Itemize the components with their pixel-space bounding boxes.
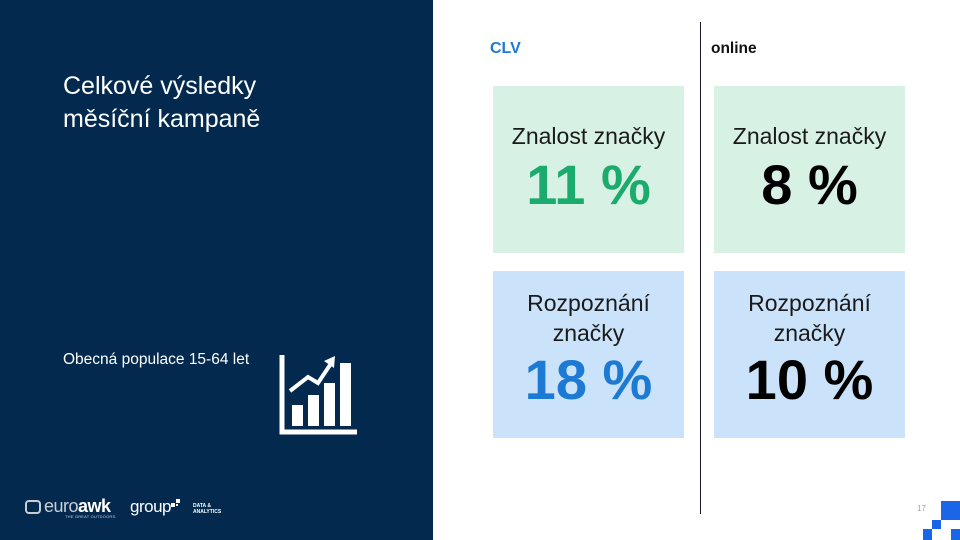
euroawk-mark-icon <box>25 500 41 514</box>
clv-recognition-label-line-1: Rozpoznání <box>527 290 650 316</box>
accent-square-small-3 <box>951 529 960 540</box>
data-analytics-label: DATA & ANALYTICS <box>193 503 221 515</box>
online-recognition-value: 10 % <box>745 348 874 411</box>
slide-title: Celkové výsledky měsíční kampaně <box>63 70 383 136</box>
clv-recognition-value: 18 % <box>524 348 653 411</box>
accent-square-large <box>941 501 960 520</box>
accent-square-small-1 <box>932 520 941 529</box>
accent-square-small-2 <box>923 529 932 540</box>
left-panel: Celkové výsledky měsíční kampaně Obecná … <box>0 0 433 540</box>
online-awareness-card: Znalost značky 8 % <box>714 86 905 253</box>
footer-logos: euroawk THE GREAT OUTDOORS. group DATA &… <box>24 496 284 522</box>
title-line-2: měsíční kampaně <box>63 105 261 133</box>
online-recognition-card: Rozpoznání značky 10 % <box>714 271 905 438</box>
page-number: 17 <box>917 504 926 513</box>
growth-bar-chart-icon <box>279 355 357 435</box>
online-recognition-label-line-1: Rozpoznání <box>748 290 871 316</box>
euroawk-word-light: euro <box>44 496 79 516</box>
online-recognition-label-line-2: značky <box>773 320 846 346</box>
population-subtitle: Obecná populace 15-64 let <box>63 351 250 368</box>
clv-awareness-card: Znalost značky 11 % <box>493 86 684 253</box>
title-line-1: Celkové výsledky <box>63 72 257 100</box>
euroawk-wordmark: euroawk <box>44 496 111 517</box>
clv-awareness-value: 11 % <box>526 153 651 216</box>
clv-recognition-card: Rozpoznání značky 18 % <box>493 271 684 438</box>
group-logo: group <box>130 497 171 516</box>
online-awareness-value: 8 % <box>761 153 858 216</box>
euroawk-logo: euroawk THE GREAT OUTDOORS. <box>24 496 124 522</box>
group-mark-icon <box>171 499 180 508</box>
euroawk-tagline: THE GREAT OUTDOORS. <box>65 514 117 519</box>
data-analytics-line-1: DATA & <box>193 503 211 509</box>
clv-column-header: CLV <box>490 40 521 57</box>
euroawk-word-bold: awk <box>78 496 111 516</box>
data-analytics-line-2: ANALYTICS <box>193 509 222 515</box>
online-column-header: online <box>711 40 757 57</box>
clv-recognition-label-line-2: značky <box>552 320 625 346</box>
column-divider <box>700 22 701 514</box>
online-awareness-label: Znalost značky <box>732 123 887 149</box>
clv-awareness-label: Znalost značky <box>511 123 666 149</box>
